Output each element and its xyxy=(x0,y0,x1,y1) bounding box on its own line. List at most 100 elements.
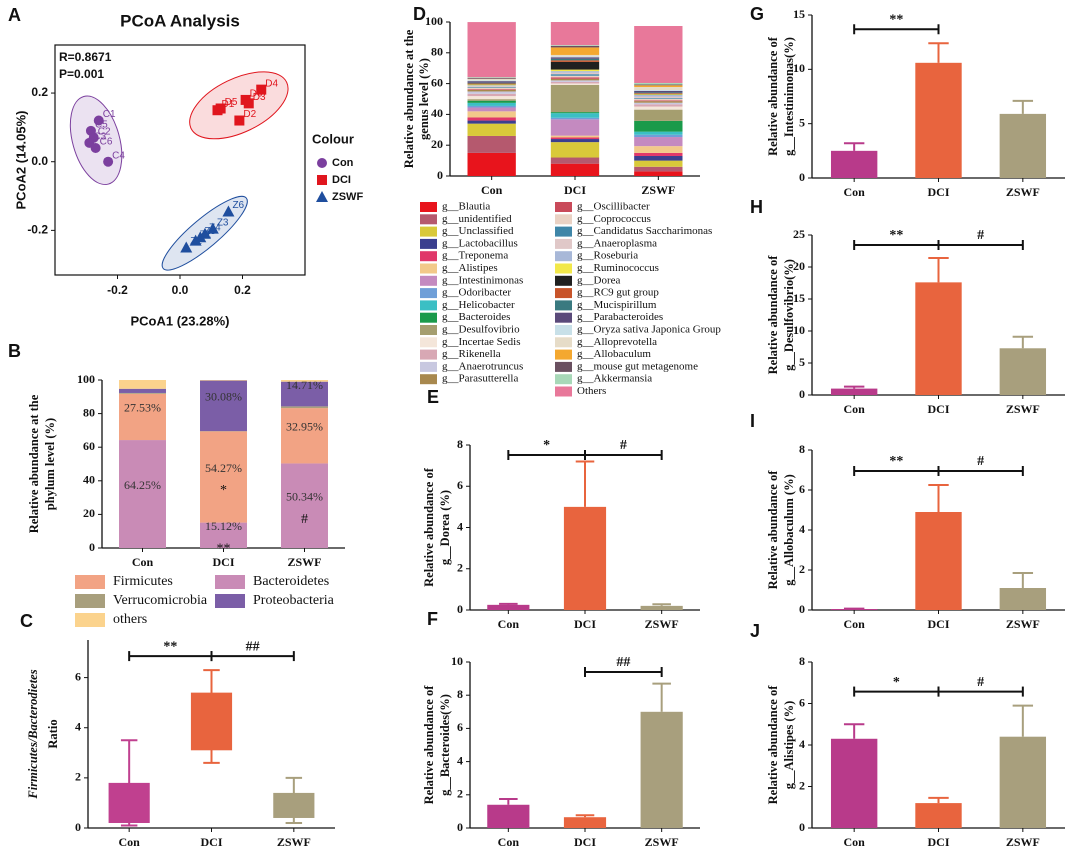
bar-segment xyxy=(550,113,600,118)
bar-segment xyxy=(550,137,600,140)
y-tick-label: 4 xyxy=(457,519,463,533)
bar xyxy=(640,711,683,828)
bar-segment xyxy=(550,58,600,61)
y-axis-label: g__Bacteroides(%) xyxy=(438,694,452,796)
legend-label: g__Odoribacter xyxy=(442,287,511,299)
legend-label: g__unidentified xyxy=(442,213,512,225)
point xyxy=(180,241,193,253)
y-tick-label: 15 xyxy=(793,291,805,305)
legend-swatch xyxy=(555,214,572,225)
bar-segment xyxy=(634,160,683,167)
legend-label: Proteobacteria xyxy=(253,593,335,608)
bar-segment xyxy=(281,381,328,407)
x-tick-label: DCI xyxy=(927,402,949,416)
x-tick-label: Con xyxy=(498,617,520,631)
y-axis-label: g__Alistipes (%) xyxy=(782,701,796,790)
bar-segment xyxy=(634,100,683,102)
bar xyxy=(830,738,878,828)
bar-segment xyxy=(119,392,166,394)
x-tick-label: Con xyxy=(843,617,865,631)
bar-segment xyxy=(467,91,516,94)
y-tick-label: 20 xyxy=(793,259,805,273)
significance-label: # xyxy=(977,454,984,469)
bar-segment xyxy=(634,26,683,83)
y-axis-label: Firmicutes/Bacterodietes xyxy=(26,669,40,799)
bar xyxy=(830,150,878,178)
point-label: C5 xyxy=(95,119,108,130)
legend-swatch xyxy=(555,386,572,397)
bar-segment xyxy=(634,102,683,105)
bar-segment xyxy=(467,86,516,87)
legend-swatch xyxy=(555,374,572,385)
bar-segment xyxy=(467,80,516,82)
y-tick-label: 60 xyxy=(431,75,443,89)
legend-label: others xyxy=(113,612,147,627)
y-tick-label: 40 xyxy=(431,106,443,120)
annotation: ** xyxy=(217,542,231,557)
value-label: 32.95% xyxy=(286,420,323,434)
significance-label: ## xyxy=(246,639,260,654)
bar-segment xyxy=(467,152,516,176)
bar-segment xyxy=(200,431,247,523)
y-tick-label: 10 xyxy=(793,61,805,75)
legend-swatch xyxy=(420,226,437,237)
legend-swatch xyxy=(420,288,437,299)
y-tick-label: 10 xyxy=(793,323,805,337)
bar-segment xyxy=(550,142,600,158)
bar xyxy=(563,506,607,610)
y-axis-label: Relative abundance of xyxy=(766,255,780,375)
legend-swatch xyxy=(420,312,437,323)
panel-letter: D xyxy=(413,4,426,24)
point xyxy=(222,205,235,217)
bar-segment xyxy=(634,90,683,93)
legend-label: g__Allobaculum xyxy=(577,348,651,360)
bar-segment xyxy=(550,135,600,138)
bar-segment xyxy=(281,463,328,548)
y-axis-label: g__Desulfovibrio(%) xyxy=(782,259,796,371)
y-tick-label: 6 xyxy=(799,695,805,709)
y-tick-label: 0.2 xyxy=(31,85,48,99)
legend-swatch xyxy=(420,337,437,348)
y-axis-label: g__Dorea (%) xyxy=(438,490,452,565)
y-tick-label: 6 xyxy=(75,669,81,683)
point xyxy=(317,158,327,168)
point xyxy=(243,98,254,109)
bar-segment xyxy=(467,87,516,90)
annotation: R=0.8671 xyxy=(59,50,112,64)
point xyxy=(316,191,328,202)
bar-segment xyxy=(467,105,516,108)
point-label: Z1 xyxy=(200,229,212,240)
y-axis-label: Relative abundance of xyxy=(766,685,780,805)
bar-segment xyxy=(634,90,683,91)
legend-label: g__Parasutterella xyxy=(442,373,518,385)
bar-segment xyxy=(550,72,600,75)
bar-segment xyxy=(634,92,683,94)
point xyxy=(103,156,114,167)
bar xyxy=(487,604,530,610)
legend-label: g__Anaerotruncus xyxy=(442,360,523,372)
bar xyxy=(999,113,1047,178)
bar-segment xyxy=(634,86,683,91)
y-axis-label: Relative abundance of xyxy=(766,470,780,590)
bar-segment xyxy=(550,22,600,46)
bar-segment xyxy=(634,137,683,147)
x-tick-label: ZSWF xyxy=(277,835,311,847)
point-label: D2 xyxy=(243,109,256,120)
value-label: 50.34% xyxy=(286,489,323,503)
chart-title: PCoA Analysis xyxy=(120,11,240,30)
box xyxy=(273,792,315,818)
x-axis-label: PCoA1 (23.28%) xyxy=(131,313,230,328)
y-tick-label: 0 xyxy=(457,820,463,834)
bar-segment xyxy=(550,157,600,164)
legend-label: g__Anaeroplasma xyxy=(577,237,657,249)
legend-label: g__Alloprevotella xyxy=(577,336,657,348)
legend-label: ZSWF xyxy=(332,191,363,203)
panel-letter: F xyxy=(427,609,438,629)
annotation: * xyxy=(220,483,227,498)
bar-segment xyxy=(550,139,600,143)
bar-segment xyxy=(200,380,247,432)
x-tick-label: ZSWF xyxy=(287,555,321,569)
y-tick-label: 80 xyxy=(431,45,443,59)
y-tick-label: 2 xyxy=(457,561,463,575)
x-tick-label: Con xyxy=(132,555,154,569)
